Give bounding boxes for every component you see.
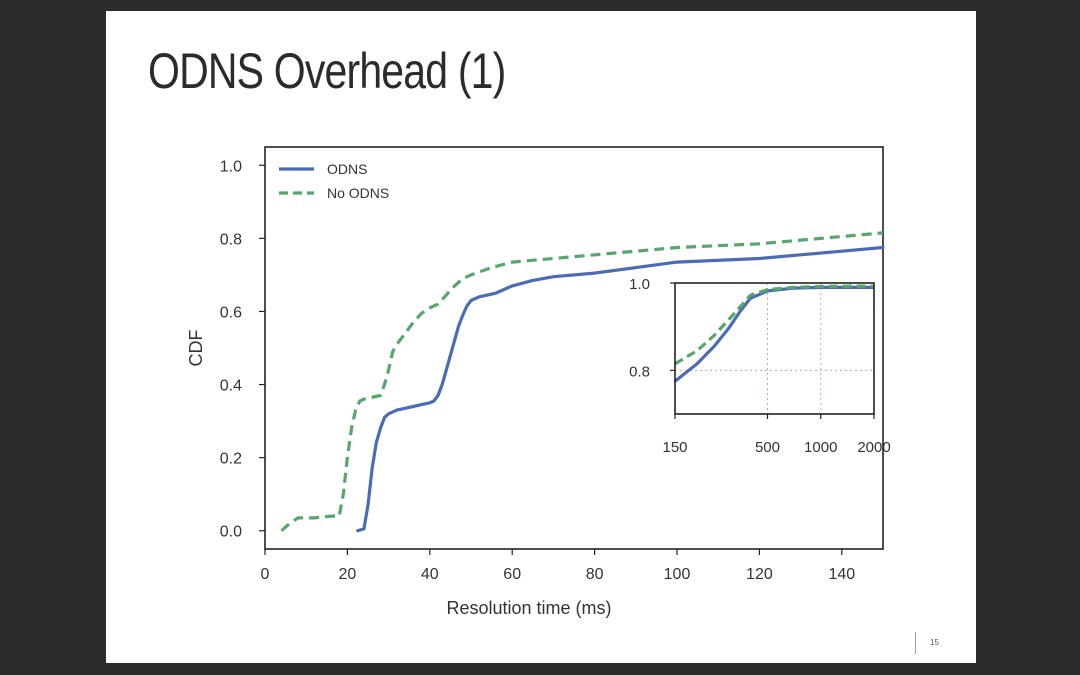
x-axis-label: Resolution time (ms) — [446, 598, 611, 618]
series-line-odns — [356, 245, 885, 533]
inset-y-tick-label: 1.0 — [629, 276, 650, 293]
x-tick-label: 0 — [261, 566, 270, 583]
inset-frame — [674, 282, 875, 415]
inset-x-tick-label: 1000 — [804, 439, 837, 456]
x-tick-label: 20 — [339, 566, 357, 583]
x-tick-label: 140 — [828, 566, 855, 583]
legend-label: ODNS — [327, 161, 367, 177]
inset-x-tick-label: 150 — [662, 439, 687, 456]
y-tick-label: 0.8 — [220, 231, 242, 248]
x-tick-label: 80 — [586, 566, 604, 583]
inset-plot: 150 500 1000 2000 0.8 1.0 — [629, 276, 891, 456]
page-separator — [915, 632, 916, 654]
legend-label: No ODNS — [327, 185, 389, 201]
series-line-no-odns — [280, 231, 884, 532]
x-tick-label: 60 — [503, 566, 521, 583]
main-plot-frame — [264, 146, 884, 550]
x-tick-label: 40 — [421, 566, 439, 583]
inset-y-tick-label: 0.8 — [629, 363, 650, 380]
inset-x-tick-label: 2000 — [857, 439, 890, 456]
inset-background — [675, 283, 874, 414]
x-tick-label: 100 — [664, 566, 691, 583]
slide-title: ODNS Overhead (1) — [148, 43, 506, 99]
y-tick-label: 0.6 — [220, 304, 242, 321]
page-number: 15 — [930, 638, 939, 647]
y-tick-label: 1.0 — [220, 158, 242, 175]
main-plot: 0 20 40 60 80 100 120 140 0.0 0.2 0.4 0.6 0.8 1.0 Reso… — [186, 146, 885, 618]
y-axis-label: CDF — [186, 330, 206, 367]
inset-series-line-no-odns — [674, 284, 874, 366]
y-tick-label: 0.2 — [220, 451, 242, 468]
y-tick-label: 0.0 — [220, 524, 242, 541]
x-tick-label: 120 — [746, 566, 773, 583]
inset-x-tick-label: 500 — [755, 439, 780, 456]
y-tick-label: 0.4 — [220, 378, 242, 395]
